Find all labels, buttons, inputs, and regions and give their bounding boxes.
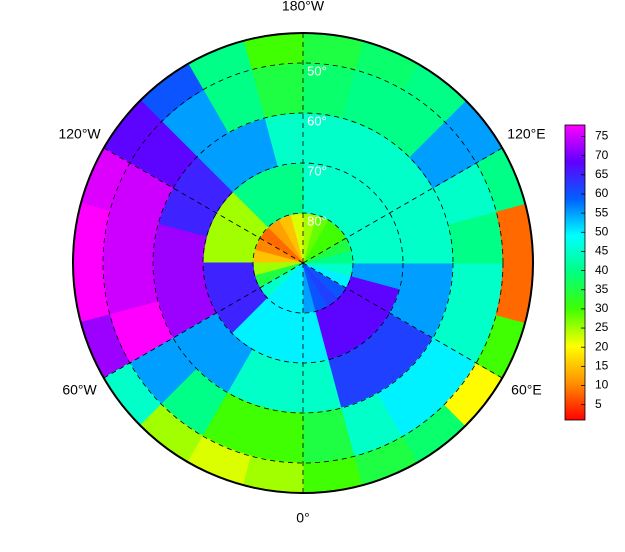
- colorbar-tick-label: 30: [595, 301, 609, 315]
- colorbar-tick-label: 20: [595, 339, 609, 353]
- colorbar-tick-label: 75: [595, 129, 609, 143]
- latitude-label: 50°: [307, 63, 327, 78]
- longitude-label: 120°W: [58, 126, 101, 142]
- colorbar-tick-label: 5: [595, 397, 602, 411]
- colorbar-tick-label: 10: [595, 378, 609, 392]
- colorbar-tick-label: 60: [595, 186, 609, 200]
- meridian-line: [302, 147, 503, 264]
- colorbar-tick-label: 15: [595, 359, 609, 373]
- longitude-label: 0°: [296, 510, 309, 526]
- colorbar-tick-label: 65: [595, 167, 609, 181]
- colorbar-tick-label: 25: [595, 320, 609, 334]
- colorbar-tick-label: 70: [595, 148, 609, 162]
- colorbar-tick-label: 35: [595, 282, 609, 296]
- colorbar-tick-label: 45: [595, 244, 609, 258]
- colorbar-ramp: [564, 124, 586, 421]
- longitude-label: 60°E: [511, 382, 542, 398]
- latitude-label: 70°: [307, 163, 327, 178]
- labels: 50° 60° 70° 80° 180°W 120°E 60°E 0° 60°W 120°W: [58, 0, 545, 526]
- latitude-circle: [152, 112, 454, 414]
- latitude-label: 60°: [307, 113, 327, 128]
- latitude-label: 80°: [307, 213, 327, 228]
- colorbar-tick-label: 40: [595, 263, 609, 277]
- meridian-line: [103, 147, 304, 264]
- longitude-label: 120°E: [507, 126, 545, 142]
- meridian-line: [302, 262, 503, 379]
- longitude-label: 180°W: [282, 0, 325, 14]
- latitude-circle: [102, 62, 504, 464]
- map-border: [72, 32, 534, 494]
- colorbar-tick-label: 50: [595, 224, 609, 238]
- graticule: [102, 33, 504, 493]
- colorbar-tick-label: 55: [595, 205, 609, 219]
- colorbar: 5 10 15 20 25 30 35 40 45 50 55 60 65 70 75: [564, 124, 609, 421]
- longitude-label: 60°W: [62, 382, 97, 398]
- meridian-line: [103, 262, 304, 379]
